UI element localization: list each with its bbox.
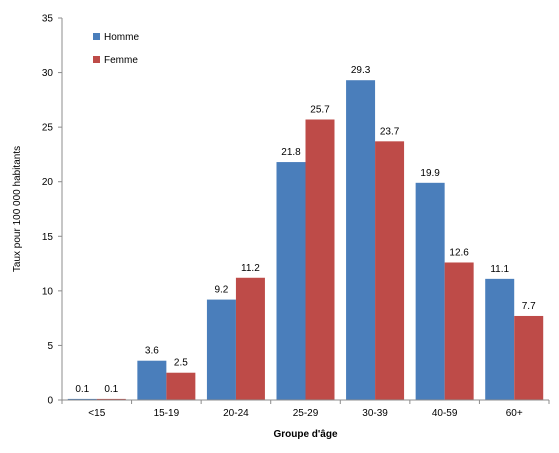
x-tick-label: 25-29	[293, 408, 319, 419]
x-axis-ticks: <15 15-19 20-24 25-29 30-39 40-59 60+	[61, 400, 550, 419]
data-label: 0.1	[75, 384, 89, 395]
bar	[67, 398, 97, 400]
data-label: 23.7	[380, 126, 400, 137]
y-axis-title: Taux pour 100 000 habitants	[12, 146, 23, 272]
legend-label: Homme	[104, 32, 139, 43]
y-tick-label: 10	[42, 286, 54, 297]
x-tick-label: 60+	[506, 408, 523, 419]
y-tick-label: 30	[42, 68, 54, 79]
bar	[206, 299, 236, 400]
data-label: 2.5	[174, 358, 188, 369]
y-tick-label: 0	[47, 396, 53, 407]
y-tick-label: 5	[47, 341, 53, 352]
y-tick-label: 35	[42, 14, 54, 25]
legend: Homme Femme	[93, 32, 139, 66]
bar	[305, 119, 335, 400]
legend-swatch	[93, 56, 100, 63]
legend-swatch	[93, 33, 100, 40]
bar	[96, 398, 126, 400]
bar	[485, 278, 515, 400]
bar	[166, 372, 196, 400]
bar	[415, 182, 445, 400]
legend-label: Femme	[104, 55, 138, 66]
y-tick-label: 20	[42, 177, 54, 188]
data-label: 9.2	[214, 285, 228, 296]
bar	[235, 277, 265, 400]
x-axis-title: Groupe d'âge	[273, 429, 337, 440]
data-label: 7.7	[522, 301, 536, 312]
x-tick-label: <15	[88, 408, 105, 419]
bar	[514, 315, 544, 400]
bar	[276, 162, 306, 400]
bars	[67, 80, 544, 400]
data-label: 29.3	[351, 65, 371, 76]
x-tick-label: 15-19	[154, 408, 180, 419]
x-tick-label: 30-39	[362, 408, 388, 419]
y-axis-ticks: 0 5 10 15 20 25 30 35	[42, 14, 62, 407]
data-label: 25.7	[310, 105, 330, 116]
data-label: 11.2	[241, 263, 260, 274]
x-tick-label: 40-59	[432, 408, 458, 419]
bar	[137, 360, 167, 400]
data-label: 12.6	[449, 247, 469, 258]
data-label: 11.1	[490, 264, 509, 275]
bar	[346, 80, 376, 400]
data-label: 0.1	[104, 384, 118, 395]
x-tick-label: 20-24	[223, 408, 249, 419]
bar	[375, 141, 405, 400]
data-label: 19.9	[420, 168, 440, 179]
y-tick-label: 25	[42, 123, 54, 134]
data-label: 21.8	[281, 147, 301, 158]
data-labels: 0.1 3.6 9.2 21.8 29.3 19.9 11.1 0.1 2.5 11.2 25.7 2…	[75, 65, 536, 395]
data-label: 3.6	[145, 346, 159, 357]
y-tick-label: 15	[42, 232, 54, 243]
bar	[444, 262, 474, 400]
